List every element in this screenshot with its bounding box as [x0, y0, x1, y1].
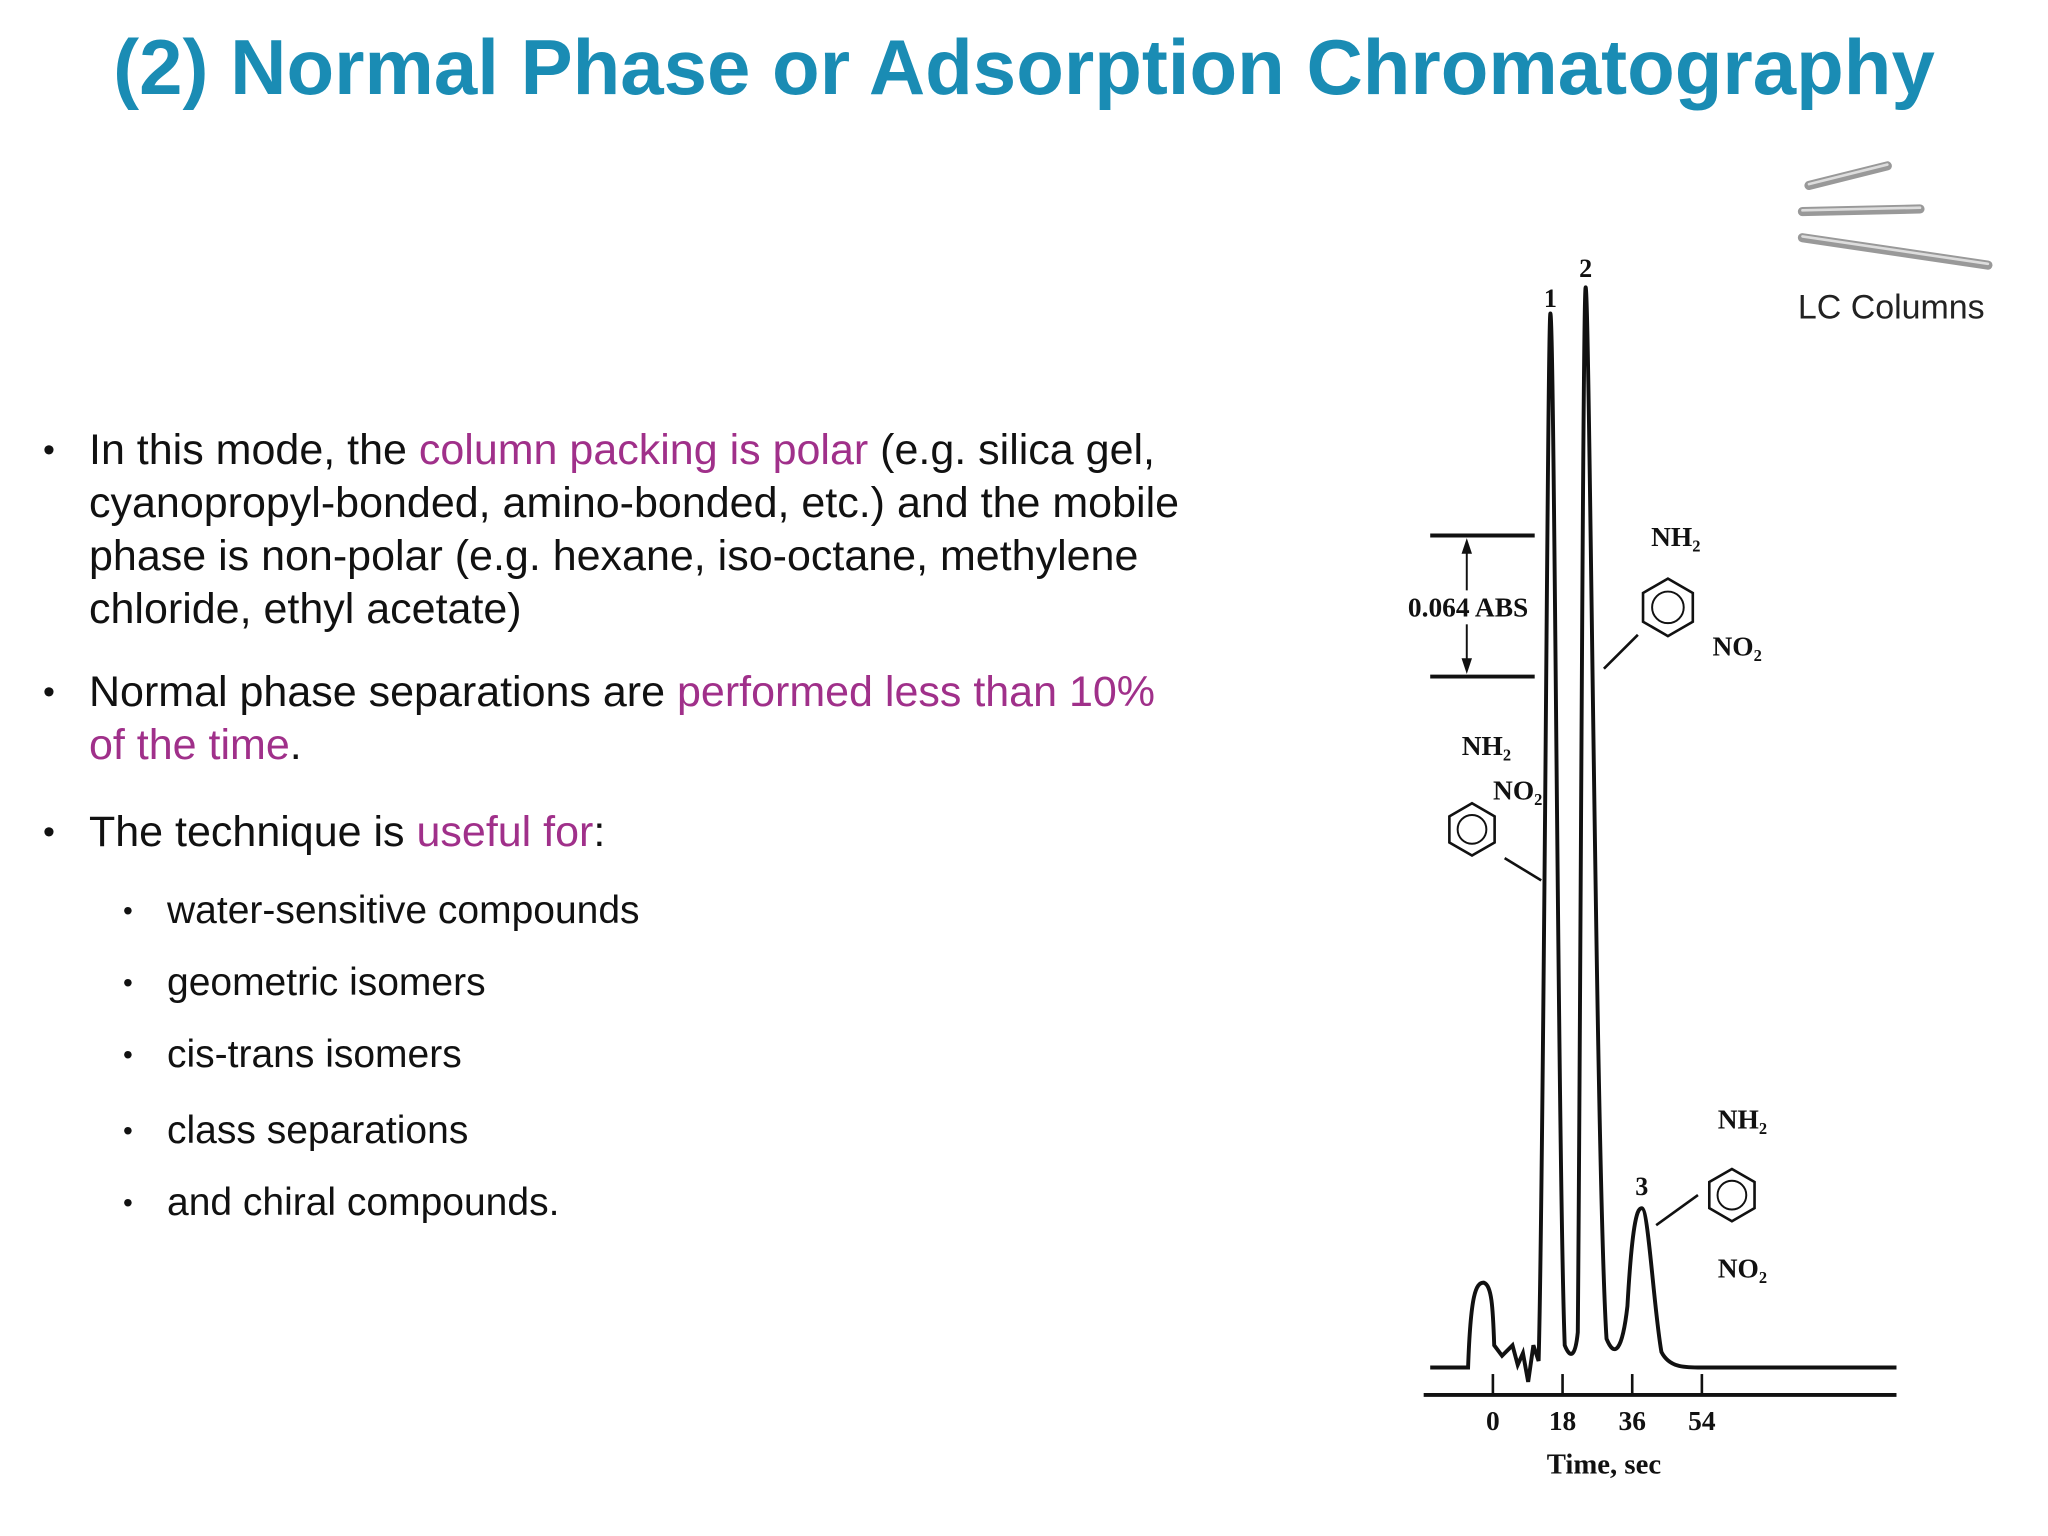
functional-group: NH₂ [1651, 522, 1700, 552]
image-caption: LC Columns [1798, 289, 1985, 327]
bullet-text: . [289, 721, 302, 769]
bullet-text: : [593, 808, 606, 856]
tick-label: 36 [1619, 1406, 1646, 1436]
functional-group: NO₂ [1718, 1253, 1767, 1283]
bullet-text: In this mode, the [89, 426, 419, 474]
sub-bullet-item: geometric isomers [123, 959, 486, 1007]
bullet-text: Normal phase separations are [89, 668, 677, 716]
scale-bar [1400, 533, 1536, 679]
tick-label: 54 [1688, 1406, 1716, 1436]
peak-label: 1 [1544, 284, 1557, 313]
bullet-item: The technique is useful for: [43, 806, 1199, 859]
benzene-ring [1448, 801, 1496, 858]
highlight-text: column packing is polar [418, 426, 869, 474]
benzene-ring [1707, 1167, 1756, 1223]
bullet-text: (e.g. silica gel, cyanopropyl-bonded, am… [89, 426, 1180, 633]
tick-label: 0 [1486, 1406, 1500, 1436]
peak-label: 2 [1579, 254, 1592, 283]
highlight-text: performed less than 10% of the time [89, 668, 1156, 769]
bullet-item: Normal phase separations are performed l… [43, 666, 1199, 772]
sub-bullet-item: cis-trans isomers [123, 1031, 462, 1079]
functional-group: NO₂ [1493, 775, 1542, 805]
functional-group: NH₂ [1462, 731, 1511, 761]
scale-label: 0.064 ABS [1408, 592, 1528, 622]
sub-bullet-item: class separations [123, 1107, 468, 1155]
slide-title: (2) Normal Phase or Adsorption Chromatog… [113, 23, 1935, 111]
bullet-text: The technique is [89, 808, 417, 856]
benzene-inner [1456, 814, 1488, 845]
functional-group: NO₂ [1712, 632, 1761, 662]
functional-group: NH₂ [1718, 1104, 1767, 1134]
lc-columns-image [1797, 161, 1993, 270]
peak-label: 3 [1635, 1172, 1648, 1201]
bullet-item: In this mode, the column packing is pola… [43, 424, 1199, 636]
pointer-lines [1503, 633, 1699, 1227]
benzene-inner [1651, 590, 1685, 625]
x-axis-label: Time, sec [1547, 1448, 1662, 1480]
tick-label: 18 [1549, 1406, 1576, 1436]
benzene-ring [1641, 577, 1695, 638]
sub-bullet-item: and chiral compounds. [123, 1179, 559, 1227]
highlight-text: useful for [416, 808, 594, 856]
benzene-inner [1716, 1179, 1748, 1211]
sub-bullet-item: water-sensitive compounds [123, 887, 640, 935]
chromatogram-trace [1430, 285, 1897, 1383]
